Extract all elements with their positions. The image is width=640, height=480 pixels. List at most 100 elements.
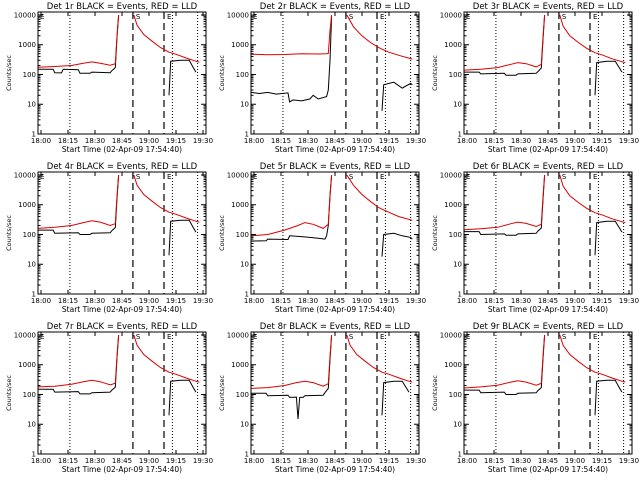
events-series-line — [250, 174, 333, 242]
lld-series-line — [250, 174, 333, 237]
end-marker-label: E — [380, 13, 384, 21]
start-marker-label: E — [253, 333, 257, 341]
y-tick-label: 10000 — [440, 11, 462, 19]
panel-title: Det 7r BLACK = Events, RED = LLD — [47, 322, 198, 332]
y-tick-label: 100 — [23, 231, 36, 239]
x-tick-label: 19:00 — [139, 457, 159, 465]
lld-series-line — [37, 14, 120, 68]
events-series-line — [381, 232, 413, 257]
y-tick-label: 1000 — [18, 201, 36, 209]
end-marker-label: E — [593, 173, 597, 181]
x-axis-label: Start Time (02-Apr-09 17:54:40) — [62, 465, 182, 474]
x-tick-label: 18:00 — [31, 137, 51, 145]
x-tick-label: 19:30 — [406, 297, 426, 305]
y-tick-label: 10 — [27, 421, 36, 429]
y-tick-label: 10000 — [14, 331, 36, 339]
x-tick-label: 19:30 — [619, 297, 639, 305]
y-tick-label: 100 — [236, 391, 249, 399]
y-tick-label: 1000 — [444, 201, 462, 209]
x-tick-label: 19:15 — [592, 457, 612, 465]
y-tick-label: 10 — [240, 101, 249, 109]
x-tick-label: 18:00 — [457, 137, 477, 145]
panel-title: Det 8r BLACK = Events, RED = LLD — [260, 322, 411, 332]
events-series-line — [168, 219, 197, 256]
x-tick-label: 18:30 — [85, 137, 105, 145]
start-marker-label: S — [136, 173, 141, 181]
x-tick-label: 18:45 — [112, 457, 132, 465]
x-tick-label: 18:30 — [298, 297, 318, 305]
start-marker-label: E — [466, 13, 470, 21]
x-tick-label: 18:15 — [58, 297, 78, 305]
x-tick-label: 18:45 — [112, 137, 132, 145]
panel-title: Det 3r BLACK = Events, RED = LLD — [473, 2, 624, 12]
x-tick-label: 18:00 — [31, 457, 51, 465]
lld-series-line — [133, 14, 200, 63]
lld-series-line — [37, 174, 120, 229]
y-tick-label: 10 — [240, 421, 249, 429]
lld-series-line — [463, 174, 546, 231]
x-tick-label: 18:30 — [298, 137, 318, 145]
lld-series-line — [559, 174, 626, 224]
x-tick-label: 19:15 — [379, 137, 399, 145]
y-axis-label: Counts/sec — [5, 215, 13, 251]
panel-title: Det 2r BLACK = Events, RED = LLD — [260, 2, 411, 12]
x-tick-label: 18:30 — [511, 297, 531, 305]
y-tick-label: 1000 — [231, 361, 249, 369]
y-tick-label: 1 — [245, 131, 249, 139]
plot-frame — [250, 11, 420, 135]
x-tick-label: 19:00 — [352, 297, 372, 305]
y-tick-label: 1000 — [231, 41, 249, 49]
x-axis-label: Start Time (02-Apr-09 17:54:40) — [275, 305, 395, 314]
panel-title: Det 1r BLACK = Events, RED = LLD — [47, 2, 198, 12]
panel-title: Det 4r BLACK = Events, RED = LLD — [47, 162, 198, 172]
x-tick-label: 19:15 — [166, 457, 186, 465]
plot-frame — [463, 331, 633, 455]
y-tick-label: 1 — [458, 131, 462, 139]
start-marker-label: S — [562, 173, 567, 181]
lld-series-line — [37, 334, 120, 388]
x-axis-label: Start Time (02-Apr-09 17:54:40) — [62, 305, 182, 314]
x-tick-label: 18:30 — [511, 137, 531, 145]
x-tick-label: 18:30 — [85, 457, 105, 465]
y-tick-label: 1 — [32, 131, 36, 139]
x-tick-label: 19:30 — [406, 457, 426, 465]
lld-series-line — [346, 334, 413, 383]
lld-series-line — [133, 334, 200, 383]
y-tick-label: 1000 — [18, 41, 36, 49]
y-tick-label: 1 — [32, 291, 36, 299]
y-tick-label: 1 — [458, 291, 462, 299]
y-tick-label: 1000 — [444, 361, 462, 369]
x-axis-label: Start Time (02-Apr-09 17:54:40) — [488, 465, 608, 474]
start-marker-label: S — [349, 333, 354, 341]
x-tick-label: 18:00 — [244, 137, 264, 145]
x-axis-label: Start Time (02-Apr-09 17:54:40) — [62, 145, 182, 154]
panel-title: Det 9r BLACK = Events, RED = LLD — [473, 322, 624, 332]
events-series-line — [251, 334, 333, 420]
end-marker-label: E — [167, 333, 171, 341]
start-marker-label: S — [136, 13, 141, 21]
x-axis-label: Start Time (02-Apr-09 17:54:40) — [275, 145, 395, 154]
x-tick-label: 19:00 — [352, 137, 372, 145]
end-marker-label: E — [380, 173, 384, 181]
y-tick-label: 1000 — [444, 41, 462, 49]
events-series-line — [168, 59, 197, 96]
x-tick-label: 19:30 — [406, 137, 426, 145]
y-tick-label: 10000 — [227, 331, 249, 339]
x-tick-label: 18:00 — [31, 297, 51, 305]
plot-frame — [250, 331, 420, 455]
end-marker-label: E — [380, 333, 384, 341]
end-marker-label: E — [593, 333, 597, 341]
y-tick-label: 1000 — [231, 201, 249, 209]
start-marker-label: S — [562, 13, 567, 21]
y-tick-label: 1 — [245, 291, 249, 299]
events-series-line — [464, 334, 546, 395]
y-axis-label: Counts/sec — [218, 55, 226, 91]
events-series-line — [38, 174, 120, 235]
x-tick-label: 19:00 — [139, 297, 159, 305]
start-marker-label: E — [253, 173, 257, 181]
x-tick-label: 18:45 — [538, 137, 558, 145]
events-series-line — [594, 220, 623, 256]
